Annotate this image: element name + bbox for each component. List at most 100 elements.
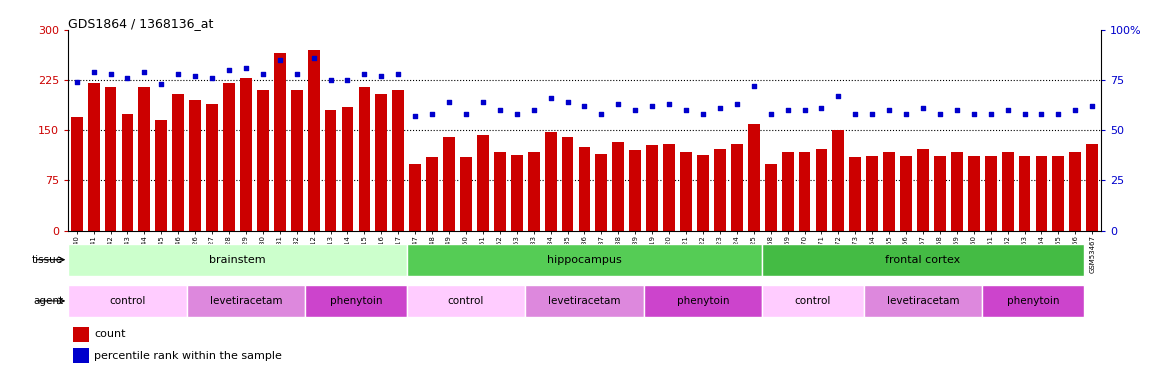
- Bar: [274, 53, 286, 231]
- Point: [406, 113, 425, 119]
- Bar: [375, 93, 387, 231]
- Bar: [306, 285, 407, 317]
- Bar: [762, 285, 863, 317]
- Point: [541, 95, 560, 101]
- Bar: [1087, 144, 1098, 231]
- Bar: [951, 152, 963, 231]
- Point: [914, 105, 933, 111]
- Point: [474, 99, 493, 105]
- Point: [85, 69, 103, 75]
- Text: control: control: [448, 296, 485, 306]
- Bar: [647, 145, 659, 231]
- Bar: [917, 149, 929, 231]
- Text: percentile rank within the sample: percentile rank within the sample: [94, 351, 282, 361]
- Bar: [494, 152, 506, 231]
- Point: [422, 111, 441, 117]
- Bar: [121, 114, 133, 231]
- Bar: [867, 156, 878, 231]
- Bar: [782, 152, 794, 231]
- Bar: [206, 104, 218, 231]
- Bar: [799, 152, 810, 231]
- Bar: [1036, 156, 1048, 231]
- Text: control: control: [109, 296, 146, 306]
- Bar: [595, 154, 607, 231]
- Bar: [663, 144, 675, 231]
- Point: [710, 105, 729, 111]
- Point: [676, 107, 695, 113]
- Bar: [73, 348, 89, 363]
- Bar: [155, 120, 167, 231]
- Point: [643, 103, 662, 109]
- Bar: [863, 285, 982, 317]
- Point: [101, 71, 120, 77]
- Point: [355, 71, 374, 77]
- Bar: [526, 285, 643, 317]
- Bar: [477, 135, 489, 231]
- Bar: [680, 152, 691, 231]
- Point: [169, 71, 188, 77]
- Bar: [187, 285, 306, 317]
- Bar: [968, 156, 980, 231]
- Point: [846, 111, 864, 117]
- Point: [728, 101, 747, 107]
- Point: [338, 77, 356, 83]
- Text: frontal cortex: frontal cortex: [886, 255, 961, 265]
- Point: [1033, 111, 1051, 117]
- Bar: [341, 107, 354, 231]
- Text: brainstem: brainstem: [209, 255, 266, 265]
- Bar: [544, 132, 556, 231]
- Text: levetiracetam: levetiracetam: [548, 296, 621, 306]
- Point: [896, 111, 915, 117]
- Point: [829, 93, 848, 99]
- Bar: [982, 285, 1084, 317]
- Bar: [643, 285, 762, 317]
- Bar: [393, 90, 405, 231]
- Bar: [407, 244, 762, 276]
- Point: [761, 111, 780, 117]
- Text: count: count: [94, 329, 126, 339]
- Bar: [359, 87, 370, 231]
- Bar: [73, 327, 89, 342]
- Point: [305, 55, 323, 61]
- Bar: [731, 144, 743, 231]
- Bar: [173, 93, 185, 231]
- Point: [660, 101, 679, 107]
- Point: [254, 71, 273, 77]
- Point: [1083, 103, 1102, 109]
- Point: [236, 65, 255, 71]
- Bar: [613, 142, 624, 231]
- Bar: [460, 157, 472, 231]
- Point: [795, 107, 814, 113]
- Bar: [325, 110, 336, 231]
- Point: [559, 99, 577, 105]
- Bar: [764, 164, 776, 231]
- Bar: [629, 150, 641, 231]
- Bar: [1002, 152, 1014, 231]
- Point: [626, 107, 644, 113]
- Bar: [240, 78, 252, 231]
- Point: [287, 71, 306, 77]
- Point: [524, 107, 543, 113]
- Point: [948, 107, 967, 113]
- Bar: [68, 285, 187, 317]
- Point: [1015, 111, 1034, 117]
- Text: phenytoin: phenytoin: [1007, 296, 1060, 306]
- Bar: [308, 50, 320, 231]
- Text: phenytoin: phenytoin: [329, 296, 382, 306]
- Bar: [883, 152, 895, 231]
- Text: levetiracetam: levetiracetam: [887, 296, 960, 306]
- Bar: [88, 84, 100, 231]
- Point: [744, 83, 763, 89]
- Point: [321, 77, 340, 83]
- Bar: [714, 149, 726, 231]
- Bar: [579, 147, 590, 231]
- Bar: [189, 100, 201, 231]
- Bar: [510, 155, 522, 231]
- Point: [118, 75, 136, 81]
- Text: phenytoin: phenytoin: [676, 296, 729, 306]
- Point: [440, 99, 459, 105]
- Point: [863, 111, 882, 117]
- Point: [981, 111, 1000, 117]
- Bar: [562, 137, 574, 231]
- Bar: [223, 84, 235, 231]
